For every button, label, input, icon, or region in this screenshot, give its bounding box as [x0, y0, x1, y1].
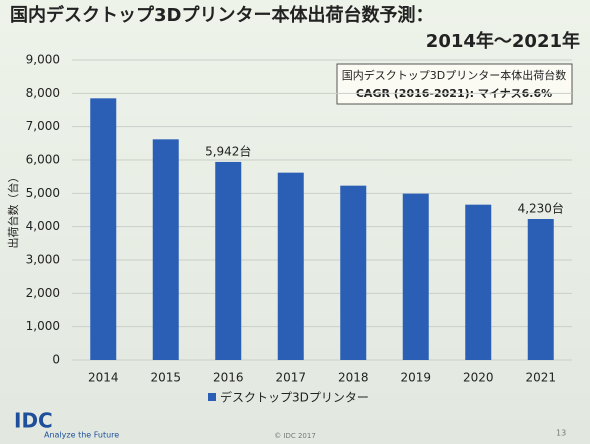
- bar: [277, 172, 304, 360]
- bar: [90, 98, 117, 360]
- y-tick-label: 0: [52, 353, 60, 367]
- y-axis-label: 出荷台数（台）: [6, 172, 20, 249]
- x-tick-label: 2019: [400, 371, 431, 385]
- y-tick-label: 1,000: [26, 319, 60, 333]
- data-label: 5,942台: [205, 143, 251, 158]
- y-tick-label: 3,000: [26, 253, 60, 267]
- y-tick-label: 4,000: [26, 219, 60, 233]
- x-tick-label: 2017: [275, 371, 306, 385]
- annotation: 国内デスクトップ3Dプリンター本体出荷台数: [342, 68, 566, 82]
- y-tick-label: 9,000: [26, 53, 60, 67]
- tagline: Analyze the Future: [44, 431, 119, 440]
- copyright: © IDC 2017: [274, 432, 316, 440]
- x-tick-label: 2016: [213, 371, 244, 385]
- legend-swatch: [208, 393, 216, 401]
- annotation-box: [336, 63, 573, 105]
- x-tick-label: 2014: [88, 371, 119, 385]
- y-tick-label: 7,000: [26, 119, 60, 133]
- logo: IDC: [14, 409, 53, 433]
- x-tick-label: 2020: [463, 371, 494, 385]
- bar: [340, 185, 367, 360]
- legend-label: デスクトップ3Dプリンター: [220, 390, 369, 405]
- chart-title: 国内デスクトップ3Dプリンター本体出荷台数予測：: [10, 4, 433, 26]
- data-label: 4,230台: [518, 201, 564, 216]
- x-tick-label: 2015: [150, 371, 181, 385]
- page-number: 13: [556, 429, 566, 438]
- bar: [215, 161, 242, 360]
- y-tick-label: 8,000: [26, 86, 60, 100]
- y-tick-label: 5,000: [26, 186, 60, 200]
- chart-subtitle: 2014年～2021年: [426, 30, 580, 52]
- bar: [402, 193, 429, 360]
- y-tick-label: 6,000: [26, 153, 60, 167]
- x-tick-label: 2018: [338, 371, 369, 385]
- bar: [465, 204, 492, 360]
- bar: [152, 139, 179, 360]
- y-tick-label: 2,000: [26, 286, 60, 300]
- bar: [527, 219, 554, 360]
- x-tick-label: 2021: [525, 371, 556, 385]
